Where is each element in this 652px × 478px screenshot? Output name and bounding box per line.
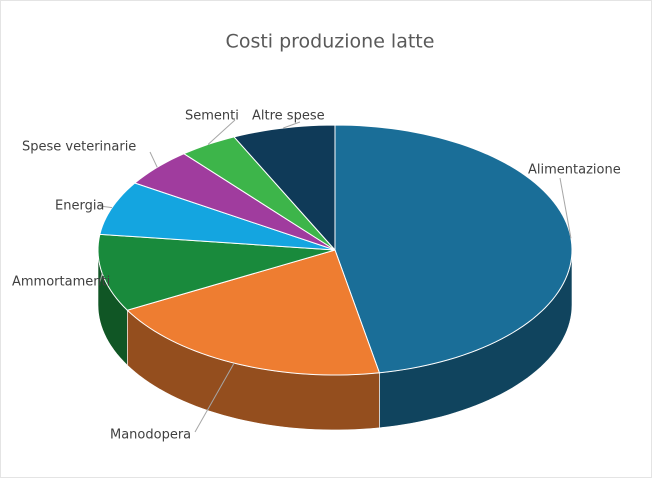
slice-label: Sementi (185, 109, 239, 124)
slice-label: Alimentazione (528, 163, 621, 178)
slice (182, 136, 336, 251)
slice-label: Manodopera (110, 428, 191, 443)
leader-line (559, 177, 572, 239)
leader-line (207, 119, 236, 145)
slice (99, 182, 336, 251)
slice-label: Energia (55, 199, 104, 214)
slice (133, 153, 336, 251)
leader-line (283, 121, 301, 129)
slice (126, 249, 381, 376)
slice-label: Ammortamenti (12, 275, 110, 290)
slice-label: Altre spese (252, 109, 325, 124)
leader-line (99, 205, 113, 209)
leader-line (149, 151, 158, 168)
leader-line (194, 362, 235, 433)
slice-label: Spese veterinarie (22, 140, 136, 155)
leader-line (99, 273, 103, 283)
chart-title: Costi produzione latte (226, 31, 435, 53)
